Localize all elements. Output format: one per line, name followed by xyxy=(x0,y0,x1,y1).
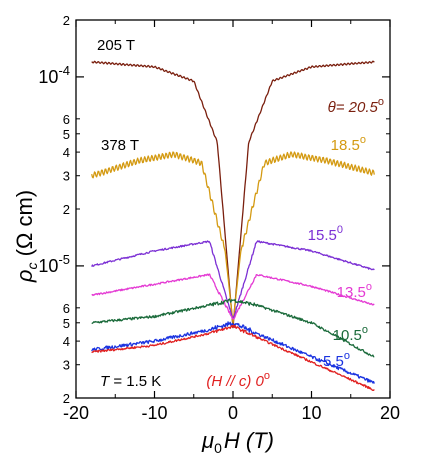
x-tick-label: 0 xyxy=(228,403,238,423)
axis-titles: μ0H (T) ρc (Ω cm) xyxy=(12,190,274,456)
y-axis-rest: (Ω cm) xyxy=(12,190,37,263)
x-tick-label: 20 xyxy=(380,403,400,423)
y-minor-tick-label: 2 xyxy=(63,391,70,406)
period-205-label: 205 T xyxy=(97,37,135,54)
series-line xyxy=(91,151,375,324)
y-axis-symbol: ρ xyxy=(12,270,37,284)
x-tick-label: -20 xyxy=(63,403,89,423)
series-label: 18.5o xyxy=(331,134,366,154)
series-line xyxy=(91,321,375,384)
temperature-label: T = 1.5 K xyxy=(100,373,161,390)
series-line xyxy=(91,240,375,320)
series-label: 10.5o xyxy=(333,324,368,344)
y-axis-sub: c xyxy=(24,263,40,270)
y-minor-tick-label: 5 xyxy=(63,316,70,331)
temperature-value: = 1.5 K xyxy=(109,373,161,390)
series-label: 13.5o xyxy=(337,281,372,301)
series-label: (H // c) 0o xyxy=(206,370,270,390)
x-axis-title: μ0H (T) xyxy=(201,428,274,456)
annotations: 205 T 378 T T = 1.5 K xyxy=(97,37,161,390)
series-label: 5.5o xyxy=(323,350,350,370)
series-line xyxy=(91,60,375,329)
y-minor-tick-label: 2 xyxy=(63,202,70,217)
y-major-tick-label: 10-5 xyxy=(38,252,70,276)
y-minor-tick-label: 5 xyxy=(63,127,70,142)
y-minor-tick-label: 3 xyxy=(63,169,70,184)
x-axis-symbol: μ xyxy=(201,428,214,453)
y-minor-tick-label: 4 xyxy=(63,145,70,160)
y-minor-tick-label: 2 xyxy=(63,13,70,28)
temperature-symbol: T xyxy=(100,373,111,390)
series-labels: θ= 20.5o 18.5o 15.50 13.5o 10.5o 5.5o (H // c)… xyxy=(206,96,384,390)
series-line xyxy=(91,298,375,358)
y-minor-tick-label: 4 xyxy=(63,334,70,349)
y-axis-title: ρc (Ω cm) xyxy=(12,190,40,283)
series-label: θ= 20.5o xyxy=(328,96,384,116)
period-378-label: 378 T xyxy=(101,137,139,154)
x-axis-rest: H (T) xyxy=(224,428,274,453)
x-tick-label: 10 xyxy=(301,403,321,423)
series-layer xyxy=(91,60,375,392)
y-minor-tick-label: 3 xyxy=(63,358,70,373)
y-minor-tick-label: 6 xyxy=(63,301,70,316)
x-tick-label: -10 xyxy=(141,403,167,423)
series-line xyxy=(91,324,375,392)
y-major-tick-label: 10-4 xyxy=(38,63,70,87)
y-minor-tick-label: 6 xyxy=(63,112,70,127)
series-line xyxy=(91,273,375,320)
series-label: 15.50 xyxy=(308,224,343,244)
x-axis-sub: 0 xyxy=(214,440,222,456)
